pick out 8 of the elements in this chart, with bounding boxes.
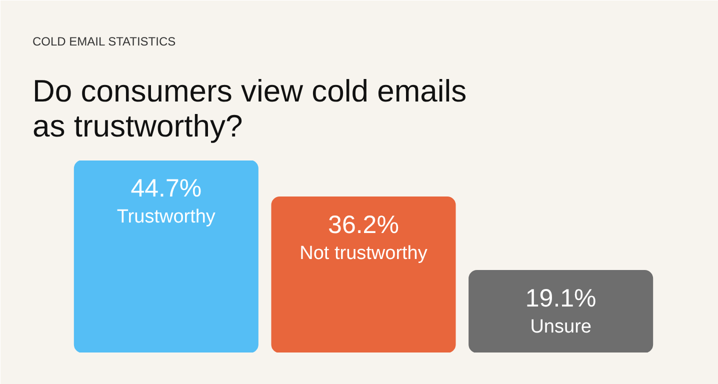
chart-title: Do consumers view cold emails as trustworthy? <box>32 74 467 144</box>
data-label: 19.1% <box>525 284 596 312</box>
x-tick-label: Unsure <box>530 316 592 338</box>
x-tick-label: Not trustworthy <box>300 243 428 264</box>
chart-subtitle: COLD EMAIL STATISTICS <box>32 34 176 48</box>
x-tick-label: Trustworthy <box>116 206 216 228</box>
data-label: 44.7% <box>130 174 202 202</box>
data-label: 36.2% <box>328 211 399 240</box>
